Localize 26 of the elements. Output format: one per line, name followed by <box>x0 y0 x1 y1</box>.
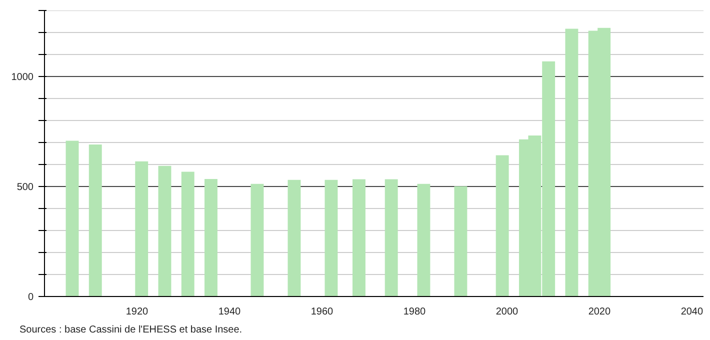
x-tick-label: 1940 <box>218 306 242 318</box>
bar <box>88 144 102 296</box>
bar <box>204 179 218 296</box>
bar <box>496 155 509 296</box>
x-tick-label: 2000 <box>496 306 519 318</box>
bar <box>352 179 366 296</box>
y-tick-label: 1000 <box>11 72 34 83</box>
y-tick-label: 0 <box>28 292 34 303</box>
bar <box>565 28 578 296</box>
x-tick-label: 2040 <box>680 306 704 318</box>
bar <box>324 180 338 296</box>
bar <box>384 179 398 296</box>
bar <box>135 161 148 296</box>
bar <box>158 166 172 296</box>
bar <box>454 186 468 296</box>
bar <box>417 184 430 296</box>
x-tick-label: 1920 <box>126 306 149 318</box>
source-note: Sources : base Cassini de l'EHESS et base Insee. <box>20 324 242 336</box>
x-tick-label: 1980 <box>403 306 426 318</box>
y-tick-label: 500 <box>16 182 34 193</box>
x-tick-label: 2020 <box>588 306 612 318</box>
bar <box>66 140 79 296</box>
bar <box>250 184 264 296</box>
bar <box>288 180 301 296</box>
x-tick-label: 1960 <box>310 306 334 318</box>
bar <box>181 172 194 296</box>
